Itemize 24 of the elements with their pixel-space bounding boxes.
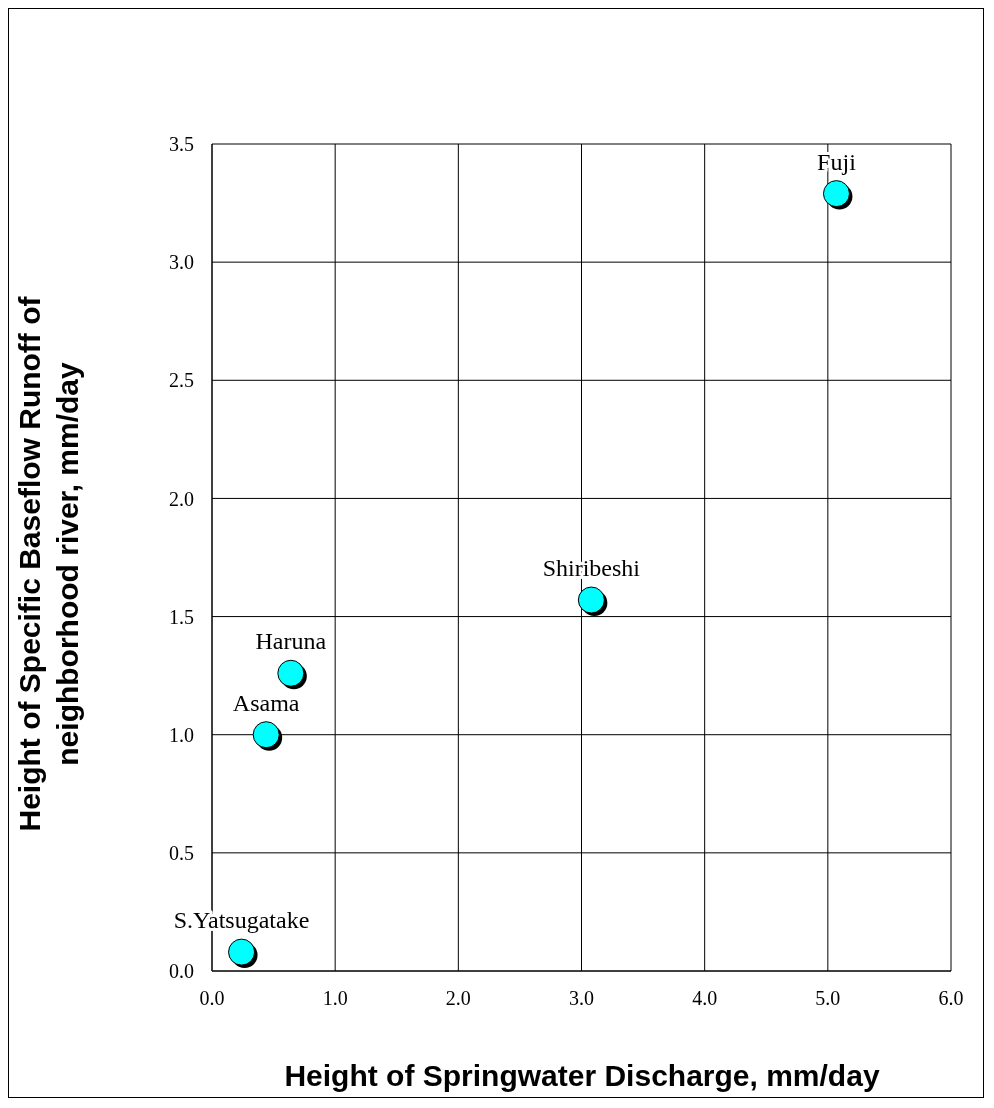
y-tick-label: 3.5: [169, 133, 194, 156]
y-tick-label: 3.0: [169, 251, 194, 274]
x-tick-label: 2.0: [445, 987, 471, 1010]
y-tick-label: 2.0: [169, 487, 194, 510]
x-axis-title: Height of Springwater Discharge, mm/day: [283, 1059, 881, 1093]
annotation: Haruna: [255, 628, 327, 655]
x-tick-label: 6.0: [938, 987, 964, 1010]
y-axis-title: Height of Specific Baseflow Runoff of neighborhood river, mm/day: [12, 296, 85, 832]
x-tick-label: 5.0: [815, 987, 841, 1010]
y-tick-label: 0.5: [169, 841, 194, 864]
y-tick-label: 1.5: [169, 605, 194, 628]
point: [228, 938, 256, 966]
annotation: Asama: [232, 689, 300, 716]
x-tick-label: 0.0: [199, 987, 225, 1010]
point: [577, 586, 605, 614]
x-tick-label: 1.0: [322, 987, 348, 1010]
x-tick-label: 3.0: [569, 987, 594, 1010]
point: [252, 721, 280, 749]
point: [822, 180, 850, 208]
y-tick-label: 1.0: [169, 723, 194, 746]
point: [277, 659, 305, 687]
x-tick-label: 4.0: [692, 987, 718, 1010]
y-tick-label: 0.0: [169, 960, 194, 983]
y-tick-label: 2.5: [169, 369, 194, 392]
